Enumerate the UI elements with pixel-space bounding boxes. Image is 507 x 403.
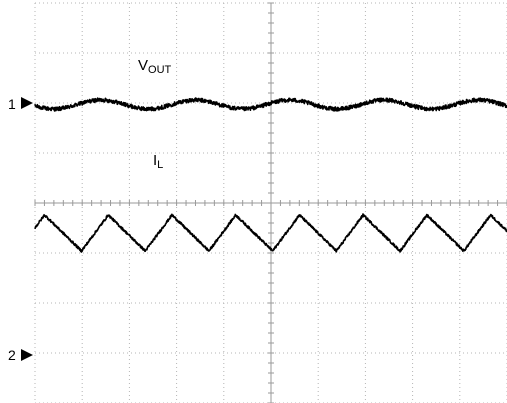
channel-2-marker-arrow (21, 349, 33, 361)
vout-label-main: V (138, 57, 148, 74)
graticule (34, 2, 507, 403)
vout-label: VOUT (138, 57, 172, 76)
vout-label-sub: OUT (148, 64, 172, 76)
vout-trace (34, 97, 507, 112)
inductor-current-trace (34, 213, 507, 253)
channel-markers: 1 2 (8, 96, 33, 363)
channel-1-marker-label: 1 (8, 96, 16, 112)
il-label-main: I (153, 152, 157, 169)
channel-1-marker-arrow (21, 97, 33, 109)
il-label-sub: L (157, 159, 163, 171)
il-label: IL (153, 152, 163, 171)
waveform-traces (34, 97, 507, 253)
channel-2-marker-label: 2 (8, 347, 16, 363)
